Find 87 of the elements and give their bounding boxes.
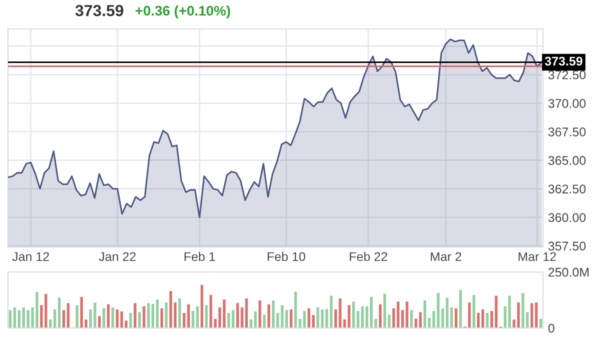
bar (424, 300, 426, 328)
bar (66, 303, 70, 328)
bar (138, 312, 141, 328)
bar (58, 298, 61, 328)
bar (178, 298, 181, 328)
bar (205, 305, 208, 328)
bar (111, 307, 114, 328)
x-tick-label: Jan 22 (98, 252, 136, 262)
bar (534, 302, 538, 328)
bar (8, 310, 12, 328)
bar (334, 309, 338, 328)
bar (53, 309, 56, 328)
bar (378, 304, 382, 328)
bar (320, 309, 324, 328)
x-tick-label: Feb 1 (184, 252, 215, 262)
bar (522, 293, 524, 328)
bar (187, 304, 190, 328)
bar (450, 307, 453, 328)
y-tick-label: 362.50 (548, 184, 586, 194)
y-tick-label: 370.00 (548, 98, 586, 108)
bar (116, 309, 119, 328)
ref-line-label: 373.59 (544, 56, 582, 66)
bar (13, 307, 16, 328)
bar (325, 308, 328, 328)
x-tick-label: Mar 12 (518, 252, 556, 262)
bar (258, 300, 262, 328)
bar (134, 303, 136, 328)
y-tick-label: 372.50 (548, 70, 586, 80)
bar (106, 304, 110, 328)
bar (142, 306, 146, 328)
bar (370, 296, 373, 328)
y-tick-label: 360.00 (548, 213, 586, 222)
bar (218, 307, 222, 328)
bar (494, 296, 498, 328)
chart-title: 373.59 (75, 4, 124, 16)
x-tick-label: Feb 10 (268, 252, 306, 262)
bar (441, 308, 444, 328)
bar (459, 290, 462, 328)
x-tick-label: Feb 22 (350, 252, 388, 262)
bar (98, 316, 101, 328)
y-tick-label: 357.50 (548, 242, 586, 251)
bar (436, 293, 440, 328)
bar (308, 308, 310, 328)
bar (410, 310, 413, 328)
bar (316, 307, 320, 328)
y-tick-label: 250.0M (548, 268, 589, 277)
bar (530, 303, 534, 328)
bar (200, 284, 204, 328)
bar (169, 291, 172, 328)
bar (232, 310, 234, 328)
bar (62, 310, 66, 328)
bar (147, 303, 150, 328)
bar (472, 294, 476, 328)
bar (348, 305, 350, 328)
y-tick-label: 365.00 (548, 156, 586, 165)
bar (276, 312, 280, 328)
bar (156, 300, 159, 328)
bar (330, 296, 333, 328)
bar (164, 302, 168, 328)
bar (432, 310, 436, 328)
bar (76, 305, 78, 328)
x-tick-label: Jan 12 (12, 252, 49, 262)
bar (481, 309, 484, 328)
bar (222, 300, 226, 328)
bar (102, 308, 106, 328)
y-tick-label: 367.50 (548, 128, 586, 136)
bar (285, 310, 288, 328)
bar (120, 311, 124, 328)
bar (446, 298, 448, 328)
bar (338, 298, 342, 328)
chart-subtitle: +0.36 (+0.10%) (136, 5, 230, 18)
x-tick-label: Mar 2 (430, 252, 462, 262)
bar (210, 294, 212, 328)
bar (227, 312, 230, 328)
bar (267, 304, 270, 328)
bar (160, 308, 164, 328)
bar (18, 310, 20, 328)
bar (272, 300, 275, 328)
bar (383, 294, 386, 328)
bar (508, 296, 511, 328)
bar (392, 308, 395, 328)
bar (290, 309, 292, 328)
bar (174, 302, 177, 328)
bar (280, 305, 284, 328)
bar (490, 310, 494, 328)
y-tick-label: 0 (548, 324, 554, 333)
bar (454, 308, 458, 328)
